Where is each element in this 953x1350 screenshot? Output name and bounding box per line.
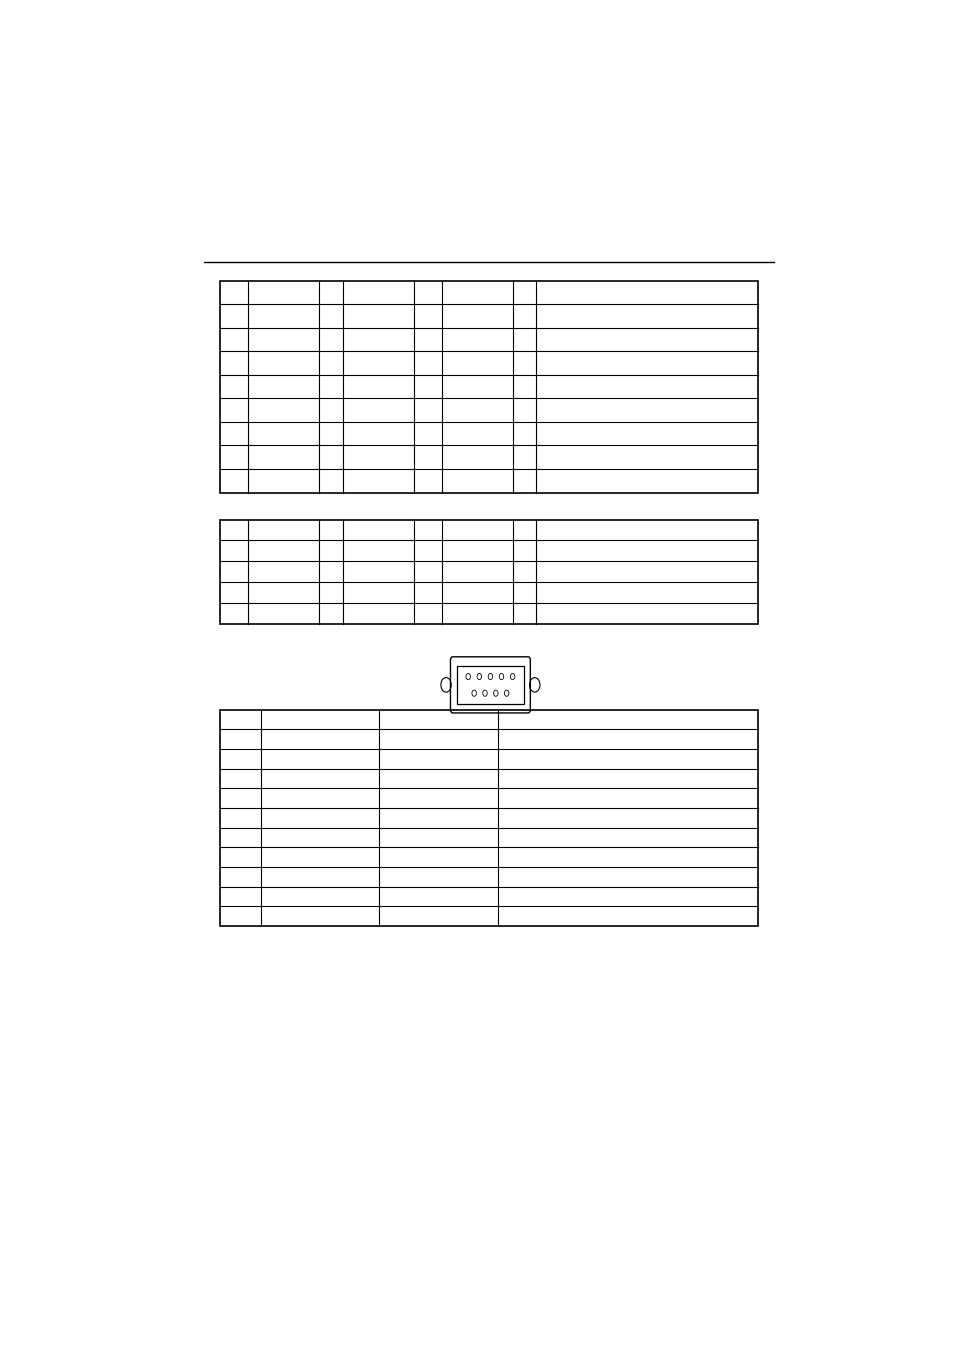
Bar [219, 281, 758, 493]
Bar [219, 520, 758, 624]
Bar [219, 710, 758, 926]
Bar [456, 666, 523, 703]
